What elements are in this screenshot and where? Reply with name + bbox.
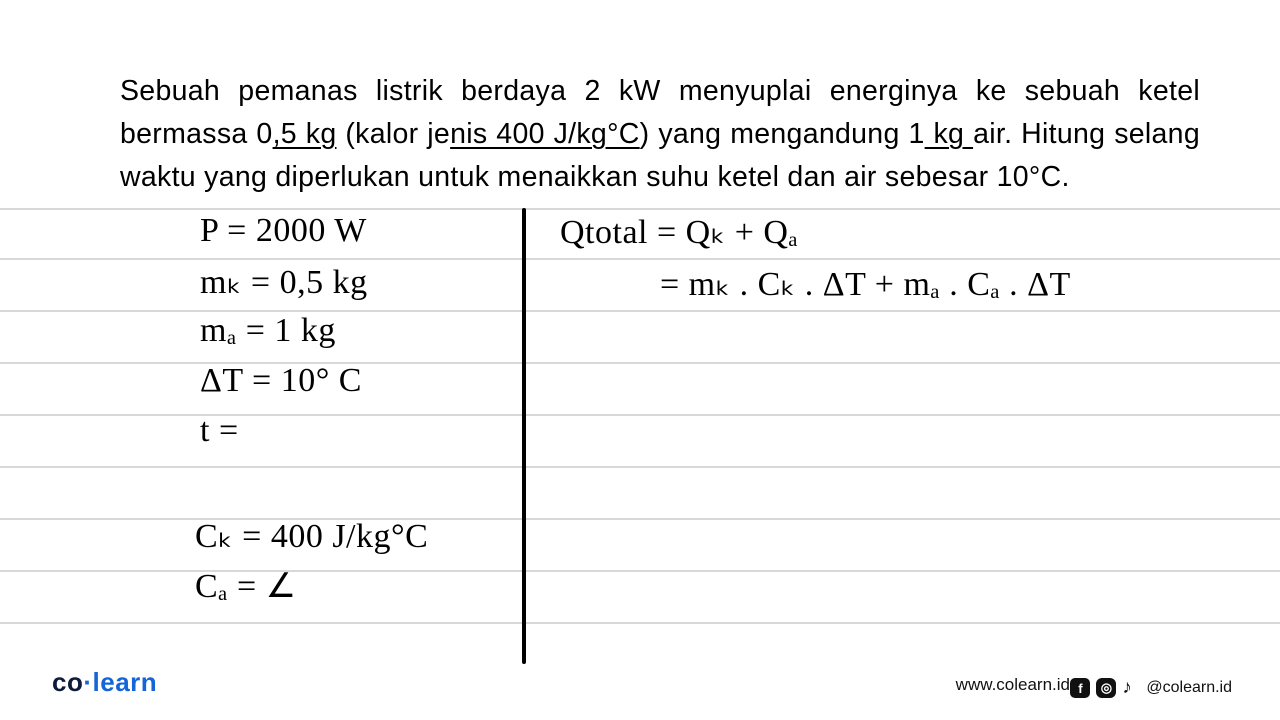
problem-segment: nis 400 J/kg°C <box>450 118 640 150</box>
handwritten-work: Qtotal = Qₖ + Qₐ <box>560 212 798 252</box>
problem-segment: ) yang mengandung 1 <box>640 118 925 150</box>
handwritten-given: Cₖ = 400 J/kg°C <box>195 516 428 556</box>
problem-text: Sebuah pemanas listrik berdaya 2 kW meny… <box>120 70 1200 198</box>
facebook-icon: f <box>1070 678 1090 698</box>
social-group: f ◎ ♪ @colearn.id <box>1070 678 1232 698</box>
problem-segment: ,5 kg <box>273 118 337 150</box>
brand-dot: · <box>83 667 92 697</box>
column-divider <box>522 208 526 664</box>
ruled-line <box>0 466 1280 468</box>
problem-segment: (kalor je <box>337 118 451 150</box>
tiktok-icon: ♪ <box>1122 678 1140 698</box>
handwritten-work: = mₖ . Cₖ . ΔT + mₐ . Cₐ . ΔT <box>660 264 1071 304</box>
brand-suffix: learn <box>93 667 158 697</box>
ruled-line <box>0 622 1280 624</box>
handwritten-given: ΔT = 10° C <box>200 362 362 400</box>
problem-segment: kg <box>925 118 973 150</box>
social-handle: @colearn.id <box>1146 679 1232 697</box>
handwritten-given: mₖ = 0,5 kg <box>200 262 368 302</box>
instagram-icon: ◎ <box>1096 678 1116 698</box>
page: Sebuah pemanas listrik berdaya 2 kW meny… <box>0 0 1280 720</box>
ruled-line <box>0 208 1280 210</box>
ruled-line <box>0 310 1280 312</box>
brand-logo: co·learn <box>52 667 157 698</box>
handwritten-given: P = 2000 W <box>200 212 367 250</box>
ruled-line <box>0 518 1280 520</box>
handwritten-given: Cₐ = ∠ <box>195 566 297 606</box>
footer: co·learn www.colearn.id f ◎ ♪ @colearn.i… <box>0 668 1280 698</box>
handwritten-given: t = <box>200 412 239 450</box>
ruled-line <box>0 570 1280 572</box>
footer-url: www.colearn.id <box>956 675 1070 695</box>
handwritten-given: mₐ = 1 kg <box>200 312 336 350</box>
ruled-line <box>0 258 1280 260</box>
ruled-line <box>0 362 1280 364</box>
ruled-line <box>0 414 1280 416</box>
brand-prefix: co <box>52 667 83 697</box>
